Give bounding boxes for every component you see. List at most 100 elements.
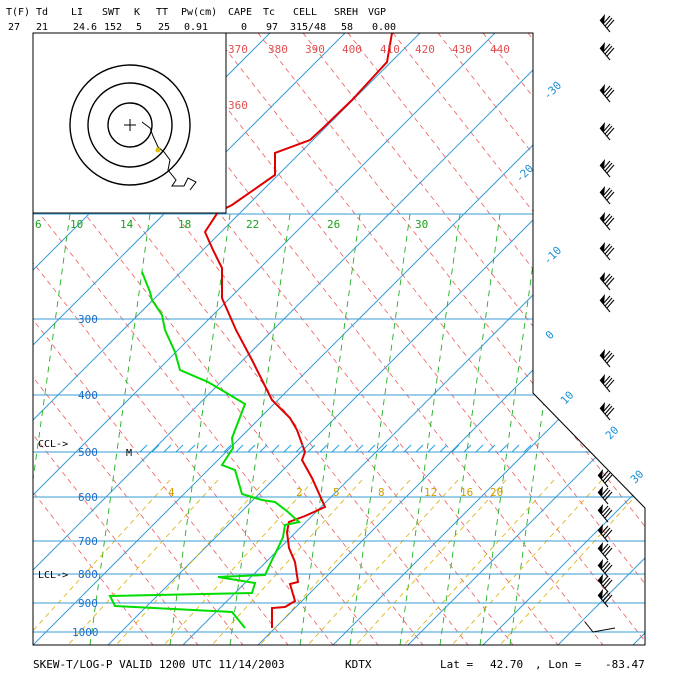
mixing-ratio-label: 18 bbox=[178, 218, 191, 231]
moist-adiabat bbox=[115, 479, 267, 645]
sounding-index-values: 27 21 24.6 152 5 25 0.91 0 97 315/48 58 0.00 bbox=[8, 22, 396, 33]
pressure-label: 400 bbox=[78, 389, 98, 402]
mixing-ratio-label: 6 bbox=[35, 218, 42, 231]
moist-adiabat-lines bbox=[33, 479, 645, 645]
index-value: 5 bbox=[136, 22, 142, 33]
dry-adiabat bbox=[33, 33, 424, 645]
theta-label: 440 bbox=[490, 43, 510, 56]
dry-adiabat bbox=[33, 33, 289, 645]
ccl-hatch bbox=[475, 444, 484, 453]
mixing-ratio-line bbox=[299, 213, 361, 645]
wind-barb bbox=[599, 122, 615, 141]
ccl-hatch bbox=[247, 444, 256, 453]
wind-barb bbox=[599, 42, 615, 61]
dry-adiabat bbox=[572, 33, 645, 645]
moist-adiabat bbox=[67, 479, 219, 645]
dry-adiabat bbox=[617, 33, 645, 645]
mixing-ratio-line bbox=[439, 213, 501, 645]
isotherm bbox=[33, 33, 496, 645]
wind-barb bbox=[597, 542, 613, 561]
ccl-hatch bbox=[511, 444, 520, 453]
ccl-hatch bbox=[463, 444, 472, 453]
ccl-hatch bbox=[415, 444, 424, 453]
index-value: 97 bbox=[266, 22, 278, 33]
ccl-hatch bbox=[439, 444, 448, 453]
ccl-hatch bbox=[451, 444, 460, 453]
index-label: LI bbox=[71, 7, 83, 18]
wind-barb bbox=[599, 349, 615, 368]
moist-ratio-label: 5 bbox=[333, 486, 340, 499]
dewpoint-profile bbox=[108, 271, 302, 629]
theta-label: 420 bbox=[415, 43, 435, 56]
isotherm bbox=[182, 33, 645, 645]
footer-title: SKEW-T/LOG-P VALID 1200 UTC 11/14/2003 bbox=[33, 658, 285, 671]
ccl-hatch bbox=[367, 444, 376, 453]
ccl-hatch bbox=[175, 444, 184, 453]
index-label: SREH bbox=[334, 7, 358, 18]
footer-station: KDTX bbox=[345, 658, 372, 671]
index-value: 0 bbox=[241, 22, 247, 33]
moist-ratio-label: 12 bbox=[424, 486, 437, 499]
theta-labels: 370 380 390 400 410 420 430 440 360 bbox=[228, 43, 510, 112]
isotherm bbox=[407, 33, 645, 645]
dry-adiabat bbox=[347, 33, 645, 645]
pressure-label: 900 bbox=[78, 597, 98, 610]
mixing-ratio-label: 26 bbox=[327, 218, 340, 231]
mixing-ratio-labels-green: 6 10 14 18 22 26 30 bbox=[35, 218, 428, 231]
theta-label: 430 bbox=[452, 43, 472, 56]
moist-adiabat bbox=[403, 479, 555, 645]
index-value: 152 bbox=[104, 22, 122, 33]
isotherm bbox=[33, 33, 346, 645]
dry-adiabat bbox=[33, 33, 244, 645]
wind-barb bbox=[597, 574, 613, 593]
moist-ratio-label: 2 bbox=[296, 486, 303, 499]
ccl-hatch bbox=[523, 444, 532, 453]
index-label: Pw(cm) bbox=[181, 7, 217, 18]
mixing-ratio-line bbox=[349, 213, 411, 645]
theta-label: 400 bbox=[342, 43, 362, 56]
ccl-hatch bbox=[259, 444, 268, 453]
temperature-label: 30 bbox=[628, 468, 647, 487]
ccl-hatch bbox=[235, 444, 244, 453]
index-label: CAPE bbox=[228, 7, 252, 18]
index-label: T(F) bbox=[6, 7, 30, 18]
wind-barb bbox=[599, 402, 615, 421]
theta-label: 370 bbox=[228, 43, 248, 56]
ccl-hatch bbox=[187, 444, 196, 453]
pressure-label: 1000 bbox=[72, 626, 99, 639]
dry-adiabat bbox=[33, 33, 199, 645]
temperature-label: -30 bbox=[541, 79, 564, 102]
ccl-hatch bbox=[151, 444, 160, 453]
ccl-hatch-line bbox=[139, 444, 532, 453]
moist-adiabat bbox=[499, 479, 645, 645]
wind-barbs bbox=[584, 14, 616, 633]
index-value: 0.00 bbox=[372, 22, 396, 33]
moist-adiabat bbox=[355, 479, 507, 645]
ccl-hatch bbox=[343, 444, 352, 453]
pressure-labels: 300 400 500 600 700 800 900 1000 bbox=[72, 313, 99, 639]
mixing-ratio-line bbox=[399, 213, 461, 645]
wind-barb bbox=[599, 14, 615, 33]
index-label: TT bbox=[156, 7, 168, 18]
wind-barb bbox=[597, 589, 613, 608]
index-value: 24.6 bbox=[73, 22, 97, 33]
mixing-ratio-label: 22 bbox=[246, 218, 259, 231]
dry-adiabat bbox=[257, 33, 645, 645]
isotherm bbox=[33, 33, 571, 645]
index-label: Td bbox=[36, 7, 48, 18]
moist-ratio-label: 4 bbox=[168, 486, 175, 499]
ccl-hatch bbox=[319, 444, 328, 453]
dry-adiabat bbox=[167, 33, 645, 645]
dry-adiabat bbox=[437, 33, 645, 645]
index-label: VGP bbox=[368, 7, 386, 18]
moist-ratio-label: 8 bbox=[378, 486, 385, 499]
moist-adiabat bbox=[451, 479, 603, 645]
wind-barb bbox=[599, 374, 615, 393]
dry-adiabat bbox=[392, 33, 645, 645]
mixing-ratio-line bbox=[479, 213, 541, 645]
footer-lat-label: Lat = bbox=[440, 658, 473, 671]
wind-barb bbox=[597, 559, 613, 578]
mixing-ratio-label: 30 bbox=[415, 218, 428, 231]
wind-barb bbox=[599, 159, 615, 178]
